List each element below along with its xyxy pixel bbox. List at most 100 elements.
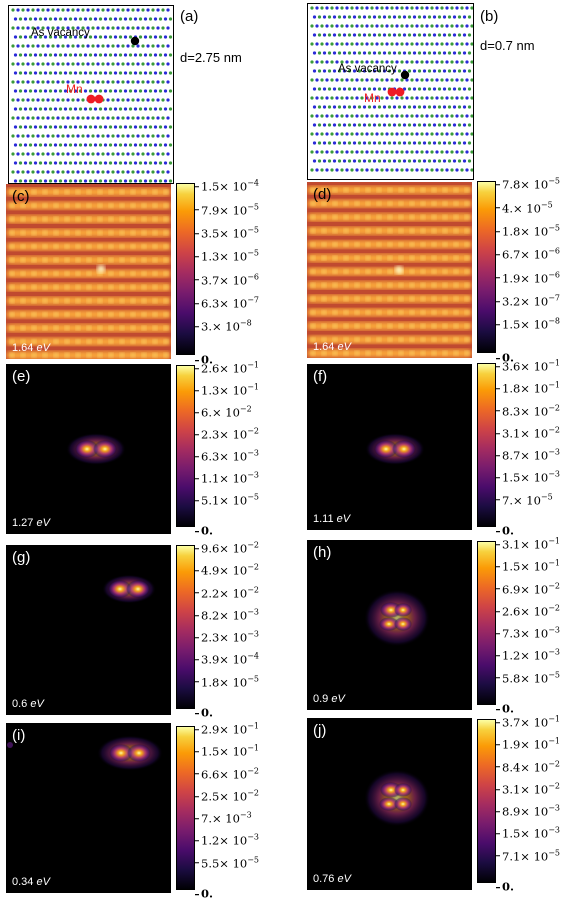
atom-dot <box>340 114 344 118</box>
ldos-map-i: (i) 0.34 eV <box>6 723 171 893</box>
atom-dot <box>455 132 459 136</box>
atom-dot <box>435 60 439 64</box>
atom-dot <box>455 168 459 172</box>
ldos-peak <box>376 350 382 356</box>
atom-dot <box>78 125 83 129</box>
ldos-peak <box>332 310 338 315</box>
vacancy-bright-spot <box>97 265 105 273</box>
atom-dot <box>337 33 342 37</box>
atom-dot <box>447 141 452 145</box>
atom-dot <box>21 44 25 48</box>
ldos-peak <box>420 310 426 315</box>
atom-dot <box>422 69 427 73</box>
atom-dot <box>58 71 63 75</box>
atom-dot <box>113 143 118 147</box>
atom-dot <box>457 15 462 19</box>
ldos-peak <box>64 271 70 276</box>
ldos-peak <box>376 337 382 342</box>
atom-dot <box>410 150 414 154</box>
ldos-peak <box>163 203 169 208</box>
atom-dot <box>153 71 158 75</box>
ldos-peak <box>75 312 81 317</box>
atom-dot <box>158 161 163 165</box>
atom-dot <box>440 42 444 46</box>
atom-dot <box>46 134 50 138</box>
atom-dot <box>465 96 469 100</box>
colorbar-tick-label: 8.9× 10−3 <box>495 803 561 819</box>
atom-dot <box>380 6 384 10</box>
atom-dot <box>440 60 444 64</box>
atom-dot <box>51 152 55 156</box>
atom-dot <box>465 42 469 46</box>
ldos-peak <box>130 271 136 276</box>
ldos-peak <box>442 269 448 274</box>
ldos-peak <box>42 298 48 304</box>
ldos-peak <box>141 312 147 317</box>
atom-dot <box>460 6 464 10</box>
atom-dot <box>68 71 73 75</box>
atom-dot <box>131 116 135 120</box>
atom-dot <box>440 6 444 10</box>
atom-dot <box>437 69 442 73</box>
ldos-peak <box>53 189 59 195</box>
atom-dot <box>335 24 339 28</box>
ldos-peak <box>20 284 26 290</box>
atom-dot <box>113 179 118 183</box>
atom-dot <box>101 80 105 84</box>
atom-dot <box>342 15 347 19</box>
ldos-peak <box>119 284 125 290</box>
ldos-peak <box>119 352 125 358</box>
ldos-peak <box>75 284 81 290</box>
ldos-peak <box>420 323 426 329</box>
ldos-peak <box>365 228 371 234</box>
atom-dot <box>355 150 359 154</box>
atom-dot <box>437 51 442 55</box>
atom-dot <box>427 33 432 37</box>
atom-dot <box>407 51 412 55</box>
atom-dot <box>91 170 95 174</box>
atom-dot <box>437 159 442 163</box>
atom-dot <box>392 69 397 73</box>
atom-dot <box>397 33 402 37</box>
atom-dot <box>153 53 158 57</box>
atom-dot <box>11 26 15 30</box>
atom-dot <box>345 60 349 64</box>
atom-dot <box>148 161 153 165</box>
ldos-peak <box>453 255 459 261</box>
atom-dot <box>116 80 120 84</box>
ldos-peak <box>442 310 448 315</box>
atom-dot <box>370 6 374 10</box>
atom-dot <box>98 35 103 39</box>
ldos-peak <box>376 228 382 234</box>
atom-dot <box>136 62 140 66</box>
atom-dot <box>315 24 319 28</box>
atom-dot <box>342 123 347 127</box>
atom-dot <box>367 15 372 19</box>
atom-dot <box>435 6 439 10</box>
ldos-peak <box>86 203 92 208</box>
ldos-peak <box>119 230 125 236</box>
atom-dot <box>106 62 110 66</box>
colorbar-tick-label: 6.7× 10−6 <box>495 246 561 262</box>
ldos-peak <box>431 323 437 329</box>
ldos-peak <box>354 255 360 261</box>
atom-dot <box>98 107 103 111</box>
ldos-peak <box>97 298 103 304</box>
colorbar-e <box>176 365 195 527</box>
ldos-peak <box>409 296 415 302</box>
atom-dot <box>38 17 43 21</box>
atom-dot <box>335 132 339 136</box>
atom-dot <box>325 168 329 172</box>
ldos-peak <box>442 228 448 234</box>
atom-dot <box>156 152 160 156</box>
atom-dot <box>158 125 163 129</box>
atom-dot <box>28 17 33 21</box>
atom-dot <box>387 105 392 109</box>
atom-dot <box>420 96 424 100</box>
colorbar-ticks-h: 3.1× 10−1 1.5× 10−1 6.9× 10−2 2.6× 10−2 7.3×… <box>495 536 561 716</box>
atom-dot <box>460 114 464 118</box>
ldos-peak <box>53 298 59 304</box>
atom-dot <box>402 141 407 145</box>
atom-dot <box>108 17 113 21</box>
atom-dot <box>143 71 148 75</box>
